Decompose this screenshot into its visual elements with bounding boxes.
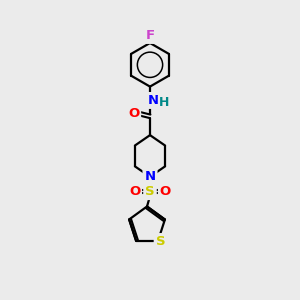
Text: O: O [129, 185, 140, 198]
Text: H: H [159, 96, 169, 109]
Text: O: O [160, 185, 171, 198]
Text: O: O [128, 107, 139, 120]
Text: N: N [147, 94, 158, 107]
Text: S: S [145, 185, 155, 198]
Text: N: N [144, 170, 156, 183]
Text: S: S [156, 235, 165, 248]
Text: F: F [146, 29, 154, 42]
